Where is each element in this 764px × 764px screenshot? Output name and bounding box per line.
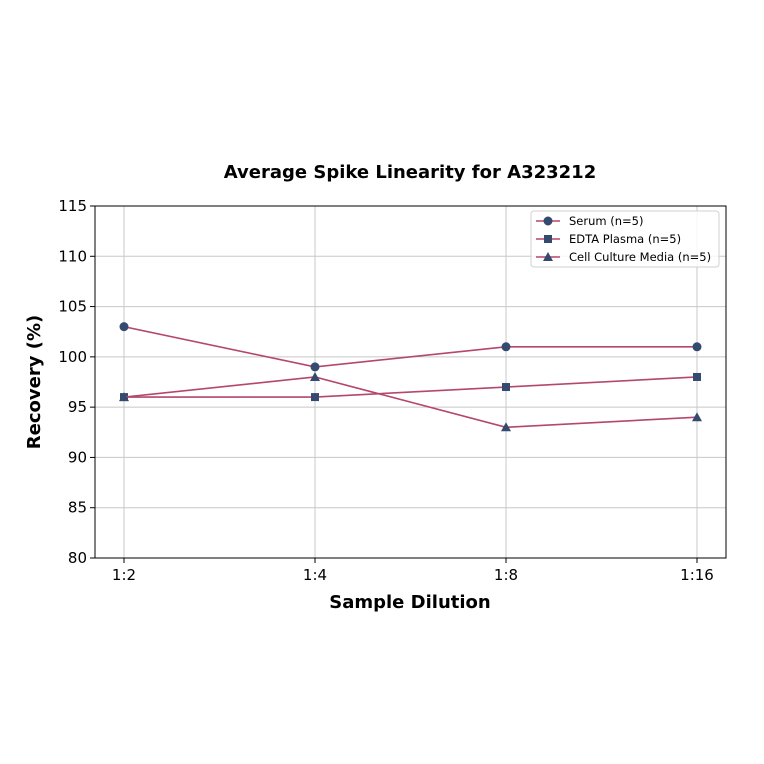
circle-marker — [310, 362, 320, 372]
square-marker — [311, 393, 319, 402]
x-tick-label: 1:2 — [112, 566, 136, 584]
legend: Serum (n=5) EDTA Plasma (n=5) Cell Culture… — [530, 210, 720, 268]
circle-marker — [119, 322, 129, 332]
y-tick-label: 105 — [58, 298, 87, 316]
y-tick-label: 80 — [68, 549, 87, 567]
triangle-marker — [119, 392, 129, 402]
legend-entry: Cell Culture Media (n=5) — [536, 250, 711, 264]
series-line — [123, 376, 698, 429]
x-tick-label: 1:8 — [494, 566, 518, 584]
series-line — [124, 376, 698, 398]
square-marker — [502, 383, 510, 392]
y-tick-label: 110 — [58, 247, 87, 265]
y-tick-label: 85 — [68, 499, 87, 517]
legend-label: EDTA Plasma (n=5) — [569, 232, 681, 246]
triangle-marker — [501, 422, 511, 432]
y-axis-ticks: 80 85 90 95 100 105 110 115 — [58, 197, 95, 567]
legend-entry: Serum (n=5) — [536, 214, 643, 228]
data-series — [119, 322, 702, 432]
triangle-marker — [310, 371, 320, 381]
chart-title: Average Spike Linearity for A323212 — [224, 162, 596, 183]
y-tick-label: 90 — [68, 448, 87, 466]
x-axis-label: Sample Dilution — [329, 592, 490, 613]
x-tick-label: 1:4 — [303, 566, 327, 584]
series-circle — [119, 322, 702, 372]
circle-marker — [501, 342, 511, 352]
square-marker — [693, 372, 701, 381]
legend-entry: EDTA Plasma (n=5) — [536, 232, 681, 246]
legend-box — [530, 210, 720, 268]
x-axis-ticks: 1:2 1:4 1:8 1:16 — [112, 558, 714, 584]
legend-label: Serum (n=5) — [569, 214, 643, 228]
legend-label: Cell Culture Media (n=5) — [569, 250, 711, 264]
circle-marker — [543, 216, 553, 226]
y-tick-label: 95 — [68, 398, 87, 416]
triangle-marker — [543, 252, 553, 261]
series-line — [123, 325, 697, 368]
y-axis-label: Recovery (%) — [24, 315, 45, 449]
y-tick-label: 115 — [58, 197, 87, 215]
x-tick-label: 1:16 — [680, 566, 714, 584]
series-square — [120, 372, 701, 402]
y-tick-label: 100 — [58, 348, 87, 366]
circle-marker — [692, 342, 702, 352]
plot-area-frame — [94, 205, 727, 559]
triangle-marker — [692, 412, 702, 422]
series-triangle — [119, 371, 702, 432]
square-marker — [544, 235, 552, 243]
